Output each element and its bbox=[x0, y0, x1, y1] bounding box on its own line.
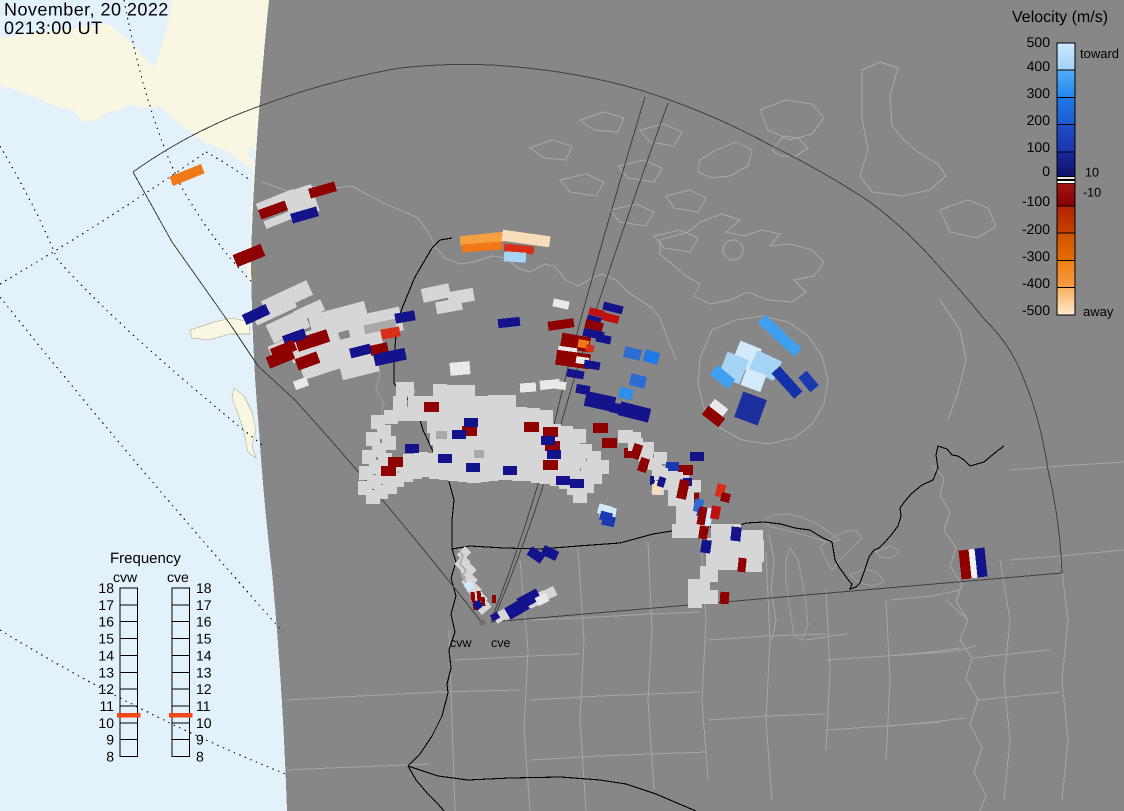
svg-text:8: 8 bbox=[106, 749, 114, 765]
svg-text:13: 13 bbox=[98, 664, 114, 680]
svg-text:Frequency: Frequency bbox=[110, 550, 181, 567]
svg-text:100: 100 bbox=[1027, 139, 1051, 155]
svg-text:12: 12 bbox=[98, 681, 114, 697]
svg-text:500: 500 bbox=[1027, 34, 1051, 50]
svg-text:9: 9 bbox=[106, 732, 114, 748]
svg-text:November, 20 2022: November, 20 2022 bbox=[4, 0, 169, 20]
svg-text:cvw: cvw bbox=[450, 636, 473, 650]
svg-text:18: 18 bbox=[98, 580, 114, 596]
svg-text:cve: cve bbox=[167, 569, 189, 585]
svg-text:400: 400 bbox=[1027, 58, 1051, 74]
svg-text:-300: -300 bbox=[1022, 248, 1050, 264]
svg-text:toward: toward bbox=[1080, 46, 1119, 61]
svg-text:-400: -400 bbox=[1022, 275, 1050, 291]
svg-text:14: 14 bbox=[98, 647, 114, 663]
svg-text:0: 0 bbox=[1042, 163, 1050, 179]
svg-text:0213:00 UT: 0213:00 UT bbox=[4, 18, 103, 38]
svg-text:15: 15 bbox=[196, 631, 212, 647]
svg-text:18: 18 bbox=[196, 580, 212, 596]
svg-text:8: 8 bbox=[196, 749, 204, 765]
svg-text:9: 9 bbox=[196, 732, 204, 748]
svg-text:10: 10 bbox=[98, 715, 114, 731]
svg-text:cvw: cvw bbox=[113, 569, 138, 585]
svg-text:-10: -10 bbox=[1083, 186, 1101, 200]
svg-text:-200: -200 bbox=[1022, 221, 1050, 237]
svg-text:10: 10 bbox=[1085, 166, 1099, 180]
svg-text:11: 11 bbox=[196, 698, 211, 714]
svg-text:cve: cve bbox=[491, 636, 511, 650]
svg-text:12: 12 bbox=[196, 681, 212, 697]
svg-text:-500: -500 bbox=[1022, 302, 1050, 318]
svg-text:-100: -100 bbox=[1022, 193, 1050, 209]
svg-text:16: 16 bbox=[98, 614, 114, 630]
svg-text:15: 15 bbox=[98, 631, 114, 647]
svg-text:10: 10 bbox=[196, 715, 212, 731]
svg-text:13: 13 bbox=[196, 664, 212, 680]
svg-text:Velocity (m/s): Velocity (m/s) bbox=[1012, 9, 1108, 26]
svg-text:away: away bbox=[1083, 304, 1114, 319]
svg-text:17: 17 bbox=[196, 597, 212, 613]
svg-text:14: 14 bbox=[196, 647, 212, 663]
svg-text:11: 11 bbox=[99, 698, 114, 714]
svg-text:300: 300 bbox=[1027, 85, 1051, 101]
svg-text:200: 200 bbox=[1027, 112, 1051, 128]
svg-text:16: 16 bbox=[196, 614, 212, 630]
svg-text:17: 17 bbox=[98, 597, 114, 613]
